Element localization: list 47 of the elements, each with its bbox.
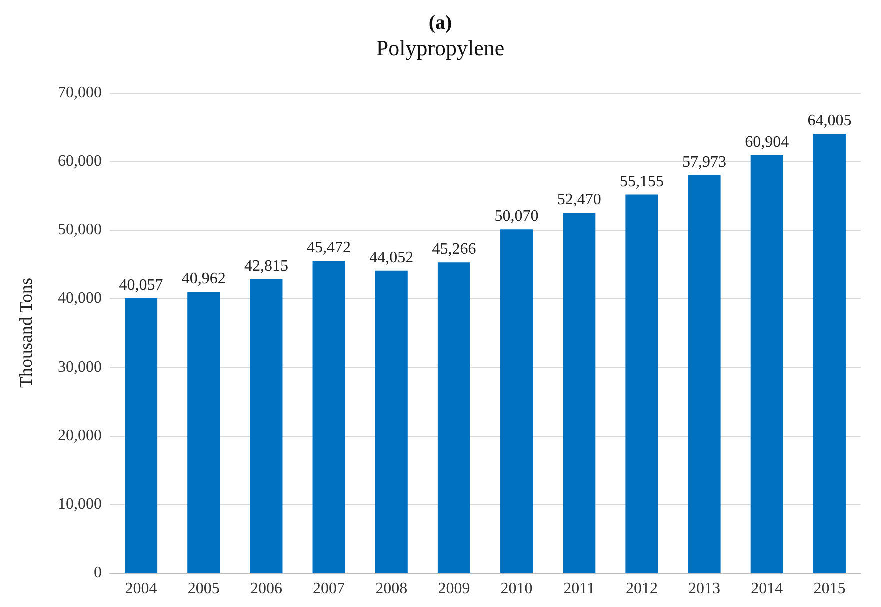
x-tick-label: 2004 [125,580,158,598]
data-label: 40,057 [119,276,164,294]
y-tick-label: 40,000 [58,290,102,308]
bar [188,292,220,573]
data-label: 42,815 [244,258,288,275]
x-tick-label: 2011 [564,580,596,598]
y-tick-label: 60,000 [58,153,102,170]
x-tick-label: 2014 [751,580,784,598]
x-tick-label: 2007 [313,580,346,598]
bar [312,261,346,573]
bar [500,230,534,573]
bar [250,279,283,573]
y-tick-label: 50,000 [58,222,102,239]
data-label: 52,470 [557,192,602,209]
x-tick-label: 2008 [376,580,408,598]
bar [626,194,658,573]
data-label: 45,472 [307,240,352,257]
data-label: 64,005 [808,112,852,130]
bar [750,155,784,573]
x-tick-label: 2012 [626,580,658,598]
data-label: 50,070 [494,208,539,226]
x-tick-label: 2013 [688,580,721,598]
bar [813,134,846,573]
y-tick-label: 70,000 [58,84,102,102]
bar [375,270,408,573]
bar [438,262,470,573]
y-tick-label: 30,000 [58,358,102,376]
x-tick-label: 2009 [438,580,470,598]
data-label: 40,962 [182,270,226,288]
chart-subtitle: Polypropylene [376,36,505,60]
y-axis-title: Thousand Tons [16,278,36,388]
y-tick-label: 0 [94,564,102,582]
bar [688,175,721,573]
x-tick-label: 2006 [250,580,282,598]
data-label: 55,155 [620,173,664,190]
data-label: 45,266 [432,241,476,258]
chart-title: (a) [428,12,452,34]
bar [125,298,158,573]
y-tick-label: 10,000 [58,496,102,513]
data-label: 44,052 [370,249,414,266]
x-tick-label: 2005 [188,580,220,598]
data-label: 60,904 [745,134,790,151]
y-tick-label: 20,000 [58,427,102,444]
bar [563,213,596,573]
x-tick-label: 2015 [814,580,846,598]
x-tick-label: 2010 [500,580,533,598]
data-label: 57,973 [682,154,727,171]
